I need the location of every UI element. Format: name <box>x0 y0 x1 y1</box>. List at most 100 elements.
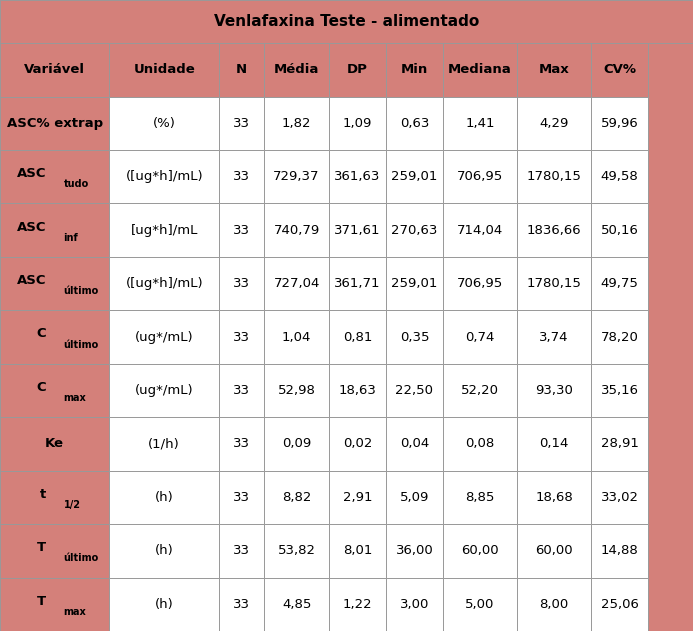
Bar <box>517 257 591 310</box>
Text: 25,06: 25,06 <box>601 598 638 611</box>
Text: 33: 33 <box>233 384 250 397</box>
Text: 8,00: 8,00 <box>539 598 569 611</box>
Text: 33: 33 <box>233 545 250 557</box>
Bar <box>264 471 329 524</box>
Text: N: N <box>236 63 247 76</box>
Bar <box>517 577 591 631</box>
Text: 52,20: 52,20 <box>461 384 499 397</box>
Text: Unidade: Unidade <box>133 63 195 76</box>
Text: (%): (%) <box>152 117 176 130</box>
Bar <box>329 363 386 417</box>
Bar <box>0 310 109 363</box>
Text: (1/h): (1/h) <box>148 437 180 451</box>
Bar <box>219 363 264 417</box>
Text: 1,22: 1,22 <box>343 598 372 611</box>
Text: 14,88: 14,88 <box>601 545 638 557</box>
Bar <box>109 471 219 524</box>
Text: [ug*h]/mL: [ug*h]/mL <box>130 223 198 237</box>
Text: t: t <box>40 488 46 501</box>
Text: 0,35: 0,35 <box>400 331 429 343</box>
Text: 33: 33 <box>233 491 250 504</box>
Text: 33,02: 33,02 <box>601 491 638 504</box>
Bar <box>0 524 109 577</box>
Text: C: C <box>36 327 46 340</box>
Text: 50,16: 50,16 <box>601 223 638 237</box>
Text: 49,75: 49,75 <box>601 277 638 290</box>
Bar <box>219 257 264 310</box>
Text: 3,74: 3,74 <box>539 331 569 343</box>
Bar <box>591 150 648 203</box>
Text: T: T <box>37 594 46 608</box>
Bar <box>264 257 329 310</box>
Bar <box>386 203 443 257</box>
Bar <box>329 150 386 203</box>
Bar <box>264 150 329 203</box>
Bar <box>0 203 109 257</box>
Text: 1,82: 1,82 <box>282 117 311 130</box>
Bar <box>591 417 648 471</box>
Bar <box>264 524 329 577</box>
Text: 5,00: 5,00 <box>465 598 495 611</box>
Bar <box>517 97 591 150</box>
Text: 1780,15: 1780,15 <box>527 277 581 290</box>
Text: 0,02: 0,02 <box>343 437 372 451</box>
Text: 0,74: 0,74 <box>465 331 495 343</box>
Bar <box>443 310 517 363</box>
Text: 8,01: 8,01 <box>343 545 372 557</box>
Bar <box>0 97 109 150</box>
Text: ASC: ASC <box>17 167 46 180</box>
Bar <box>517 471 591 524</box>
Text: ASC: ASC <box>17 220 46 233</box>
Bar <box>443 150 517 203</box>
Bar <box>109 257 219 310</box>
Bar <box>264 43 329 97</box>
Bar <box>264 417 329 471</box>
Bar <box>591 524 648 577</box>
Bar <box>443 417 517 471</box>
Bar <box>443 203 517 257</box>
Text: 0,63: 0,63 <box>400 117 429 130</box>
Bar <box>443 43 517 97</box>
Text: 33: 33 <box>233 170 250 183</box>
Bar <box>591 471 648 524</box>
Text: 740,79: 740,79 <box>274 223 319 237</box>
Text: 706,95: 706,95 <box>457 170 503 183</box>
Text: 0,14: 0,14 <box>539 437 569 451</box>
Text: (h): (h) <box>155 598 174 611</box>
Text: 59,96: 59,96 <box>601 117 638 130</box>
Bar <box>219 417 264 471</box>
Text: 36,00: 36,00 <box>396 545 433 557</box>
Text: max: max <box>64 393 86 403</box>
Text: C: C <box>36 381 46 394</box>
Text: 28,91: 28,91 <box>601 437 638 451</box>
Bar <box>109 524 219 577</box>
Text: 714,04: 714,04 <box>457 223 503 237</box>
Bar <box>219 524 264 577</box>
Bar <box>0 257 109 310</box>
Text: último: último <box>64 553 99 563</box>
Text: 18,63: 18,63 <box>339 384 376 397</box>
Text: T: T <box>37 541 46 554</box>
Bar <box>0 577 109 631</box>
Text: 259,01: 259,01 <box>392 277 437 290</box>
Text: 49,58: 49,58 <box>601 170 638 183</box>
Bar <box>443 363 517 417</box>
Bar <box>0 0 693 43</box>
Text: 4,29: 4,29 <box>539 117 569 130</box>
Text: Ke: Ke <box>45 437 64 451</box>
Text: 371,61: 371,61 <box>334 223 381 237</box>
Text: 33: 33 <box>233 331 250 343</box>
Text: 729,37: 729,37 <box>273 170 320 183</box>
Bar <box>109 577 219 631</box>
Text: (h): (h) <box>155 545 174 557</box>
Bar <box>219 310 264 363</box>
Text: 8,82: 8,82 <box>282 491 311 504</box>
Text: (ug*/mL): (ug*/mL) <box>135 331 193 343</box>
Bar <box>591 257 648 310</box>
Text: 93,30: 93,30 <box>535 384 573 397</box>
Bar <box>386 363 443 417</box>
Text: 0,08: 0,08 <box>465 437 495 451</box>
Bar <box>386 150 443 203</box>
Text: (ug*/mL): (ug*/mL) <box>135 384 193 397</box>
Text: 52,98: 52,98 <box>278 384 315 397</box>
